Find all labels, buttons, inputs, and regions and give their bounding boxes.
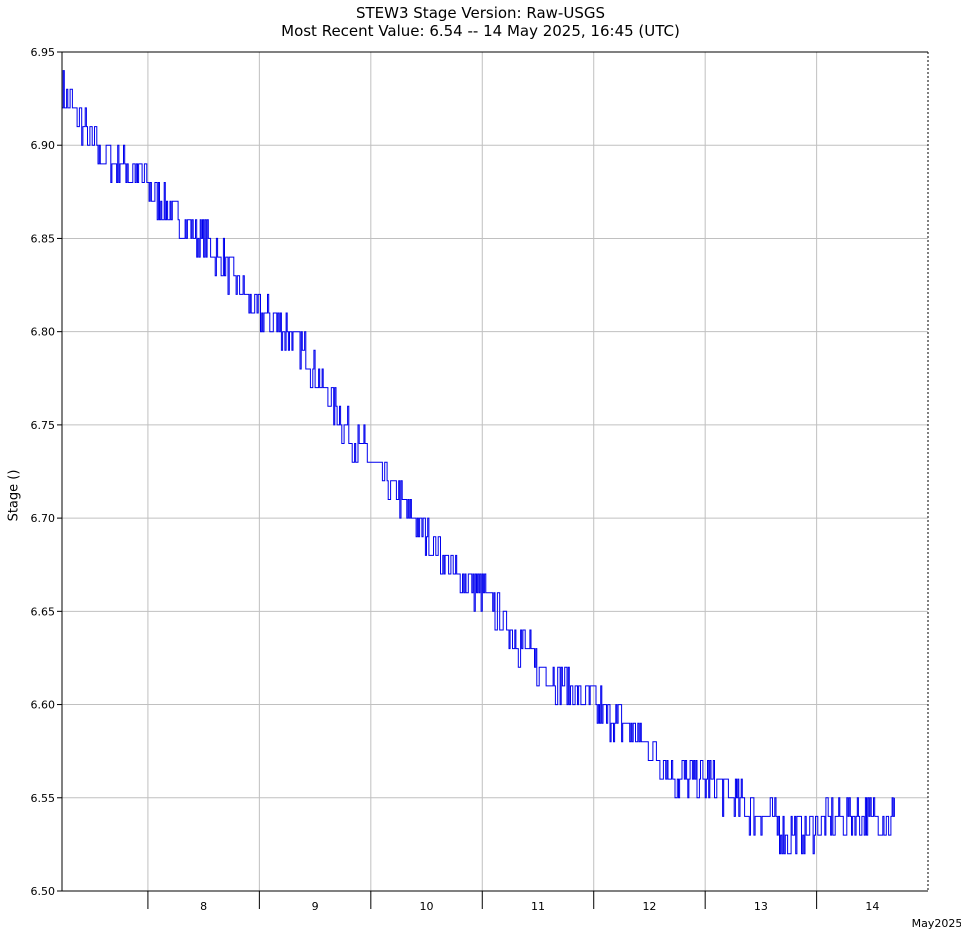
y-tick-label: 6.65 [31,605,56,618]
stage-series-line [62,70,895,855]
x-tick-label: 8 [200,900,207,913]
y-tick-label: 6.50 [31,885,56,898]
y-tick-label: 6.95 [31,46,56,59]
plot-area [62,52,928,891]
x-unit-label: May2025 [912,917,961,930]
y-tick-label: 6.55 [31,792,56,805]
y-tick-label: 6.90 [31,139,56,152]
x-tick-label: 14 [865,900,879,913]
x-tick-label: 11 [531,900,545,913]
x-tick-label: 10 [420,900,434,913]
y-tick-label: 6.80 [31,326,56,339]
x-tick-label: 12 [642,900,656,913]
y-tick-label: 6.75 [31,419,56,432]
y-tick-label: 6.70 [31,512,56,525]
y-tick-label: 6.85 [31,232,56,245]
x-tick-label: 13 [754,900,768,913]
chart-subtitle: Most Recent Value: 6.54 -- 14 May 2025, … [281,22,680,40]
chart-title: STEW3 Stage Version: Raw-USGS [355,4,605,22]
x-tick-label: 9 [312,900,319,913]
y-tick-label: 6.60 [31,699,56,712]
